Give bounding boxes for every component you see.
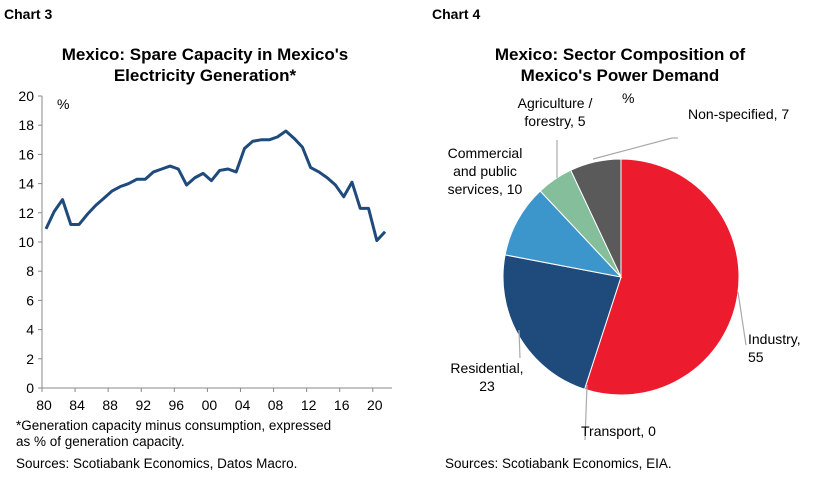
- pie-label-commercial-and-public-services: Commercial: [448, 145, 523, 161]
- x-tick-label: 96: [169, 397, 185, 413]
- x-tick-label: 00: [202, 397, 218, 413]
- x-tick-label: 80: [36, 397, 52, 413]
- chart4-label: Chart 4: [432, 6, 481, 22]
- x-tick-label: 16: [334, 397, 350, 413]
- y-tick-label: 10: [18, 234, 34, 250]
- x-tick-label: 12: [301, 397, 317, 413]
- pie-slice-commercial-and-public-services: [504, 190, 623, 278]
- x-tick-label: 84: [69, 397, 85, 413]
- y-tick-label: 2: [26, 351, 34, 367]
- pie-label-non-specified: Non-specified, 7: [688, 106, 789, 122]
- y-tick-label: 16: [18, 146, 34, 162]
- y-tick-label: 14: [18, 176, 34, 192]
- chart3-source: Sources: Scotiabank Economics, Datos Mac…: [16, 456, 298, 471]
- pie-label-commercial-and-public-services: and public: [453, 163, 517, 179]
- pie-label-residential: 23: [479, 378, 495, 394]
- y-tick-label: 4: [26, 322, 34, 338]
- y-tick-label: 6: [26, 292, 34, 308]
- pie-label-transport: Transport, 0: [581, 423, 656, 439]
- spare-capacity-line: [44, 129, 387, 243]
- x-tick-label: 20: [367, 397, 383, 413]
- leader-line: [584, 384, 588, 441]
- pie-label-residential: Residential,: [450, 360, 523, 376]
- pie-slice-non-specified: [570, 158, 622, 278]
- leader-line: [518, 329, 521, 359]
- footnote-line1: *Generation capacity minus consumption, …: [16, 418, 332, 433]
- y-tick-label: 12: [18, 205, 34, 221]
- chart3-label: Chart 3: [4, 6, 53, 22]
- pie-unit-label: %: [622, 90, 635, 106]
- x-tick-label: 88: [102, 397, 118, 413]
- y-tick-label: 20: [18, 88, 34, 104]
- y-unit-label: %: [57, 96, 70, 112]
- chart3-title: Mexico: Spare Capacity in Mexico's Elect…: [61, 45, 349, 85]
- x-tick-label: 04: [235, 397, 251, 413]
- y-tick-label: 0: [26, 380, 34, 396]
- pie-label-agriculture-forestry: forestry, 5: [524, 113, 585, 129]
- y-tick-label: 8: [26, 263, 34, 279]
- footnote-line2: as % of generation capacity.: [16, 434, 185, 449]
- pie-slice-industry: [583, 158, 740, 396]
- y-tick-label: 18: [18, 117, 34, 133]
- leader-line: [737, 291, 747, 346]
- pie-label-agriculture-forestry: Agriculture /: [518, 95, 593, 111]
- pie-label-industry: Industry,: [748, 331, 801, 347]
- pie-label-industry: 55: [748, 349, 764, 365]
- pie-label-commercial-and-public-services: services, 10: [448, 181, 523, 197]
- x-tick-label: 92: [135, 397, 151, 413]
- leader-line: [592, 137, 673, 160]
- chart4-title: Mexico: Sector Composition of Mexico's P…: [494, 45, 746, 85]
- x-tick-label: 08: [268, 397, 284, 413]
- chart4-source: Sources: Scotiabank Economics, EIA.: [445, 456, 672, 471]
